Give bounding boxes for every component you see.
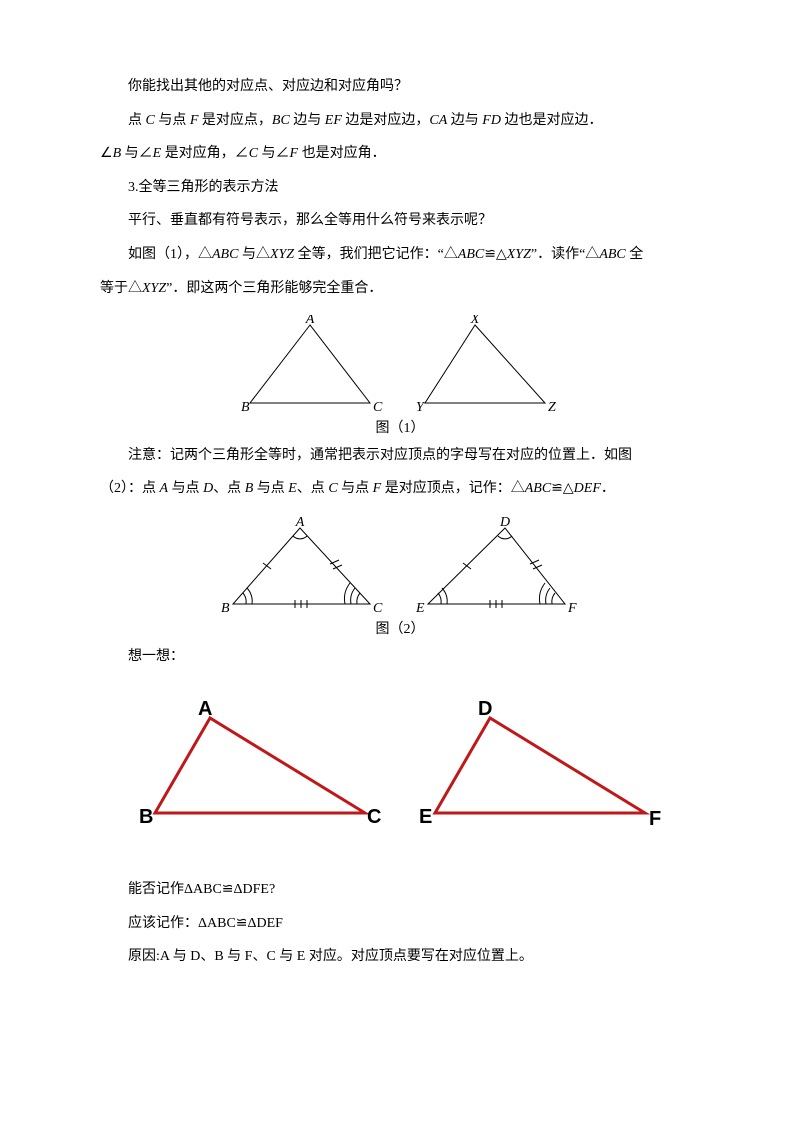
t: 等于△ bbox=[100, 281, 142, 296]
t: 与△ bbox=[238, 247, 270, 262]
paragraph-think: 想一想： bbox=[100, 640, 700, 674]
t: 边是对应边， bbox=[342, 113, 430, 128]
red-triangle-def-icon: D E F bbox=[415, 693, 665, 843]
t: 是对应角，∠ bbox=[161, 146, 249, 161]
paragraph-corr-angles: ∠B 与∠E 是对应角，∠C 与∠F 也是对应角． bbox=[100, 137, 700, 171]
t: B bbox=[113, 146, 122, 161]
t: 与点 bbox=[155, 113, 190, 128]
red-triangle-abc-icon: A B C bbox=[135, 693, 385, 843]
t: BC bbox=[272, 113, 290, 128]
triangle-def-marked-icon: D E F bbox=[410, 516, 585, 616]
t: C bbox=[249, 146, 258, 161]
paragraph-reason: 原因:A 与 D、B 与 F、C 与 E 对应。对应顶点要写在对应位置上。 bbox=[100, 940, 700, 974]
t: F bbox=[373, 481, 382, 496]
t: CA bbox=[429, 113, 447, 128]
t: ABC bbox=[599, 247, 625, 262]
t: 与点 bbox=[253, 481, 288, 496]
triangle-xyz-icon: X Y Z bbox=[410, 315, 565, 415]
t: ． bbox=[601, 481, 615, 496]
paragraph-note-a: 注意：记两个三角形全等时，通常把表示对应顶点的字母写在对应的位置上．如图 bbox=[100, 439, 700, 473]
t: EF bbox=[325, 113, 342, 128]
t: FD bbox=[482, 113, 501, 128]
t: 全 bbox=[626, 247, 644, 262]
heading-notation: 3.全等三角形的表示方法 bbox=[100, 171, 700, 205]
t: B bbox=[245, 481, 254, 496]
figure-2: A B C D E F bbox=[100, 516, 700, 616]
figure-1: A B C X Y Z bbox=[100, 315, 700, 415]
svg-text:E: E bbox=[419, 806, 432, 828]
t: 边与 bbox=[290, 113, 325, 128]
t: ”．即这两个三角形能够完全重合． bbox=[166, 281, 382, 296]
svg-text:E: E bbox=[415, 601, 425, 616]
paragraph-fig1-a: 如图（1），△ABC 与△XYZ 全等，我们把它记作：“△ABC≌△XYZ”．读… bbox=[100, 238, 700, 272]
figure-3: A B C D E F bbox=[100, 693, 700, 843]
t: A bbox=[160, 481, 169, 496]
t: D bbox=[203, 481, 213, 496]
svg-text:F: F bbox=[567, 601, 577, 616]
svg-text:F: F bbox=[649, 808, 661, 830]
paragraph-q: 你能找出其他的对应点、对应边和对应角吗？ bbox=[100, 70, 700, 104]
t: 与点 bbox=[168, 481, 203, 496]
t: 边也是对应边． bbox=[501, 113, 603, 128]
caption-fig1: 图（1） bbox=[100, 419, 700, 439]
t: 全等，我们把它记作：“△ bbox=[294, 247, 458, 262]
svg-text:B: B bbox=[139, 806, 153, 828]
t: ≌△ bbox=[484, 247, 507, 262]
svg-text:Y: Y bbox=[416, 400, 426, 415]
paragraph-symbol-q: 平行、垂直都有符号表示，那么全等用什么符号来表示呢？ bbox=[100, 204, 700, 238]
svg-text:D: D bbox=[499, 516, 510, 530]
paragraph-ans: 应该记作：ΔABC≌ΔDEF bbox=[100, 907, 700, 941]
svg-text:A: A bbox=[305, 315, 315, 327]
svg-text:B: B bbox=[221, 601, 230, 616]
t: XYZ bbox=[270, 247, 294, 262]
t: 是对应顶点，记作：△ bbox=[381, 481, 525, 496]
svg-text:Z: Z bbox=[548, 400, 556, 415]
paragraph-fig1-b: 等于△XYZ”．即这两个三角形能够完全重合． bbox=[100, 272, 700, 306]
svg-text:C: C bbox=[373, 400, 383, 415]
t: ”．读作“△ bbox=[531, 247, 599, 262]
t: ABC bbox=[525, 481, 551, 496]
t: F bbox=[290, 146, 299, 161]
caption-fig2: 图（2） bbox=[100, 620, 700, 640]
t: DEF bbox=[574, 481, 601, 496]
svg-text:B: B bbox=[241, 400, 250, 415]
t: 如图（1），△ bbox=[128, 247, 212, 262]
svg-text:C: C bbox=[367, 806, 381, 828]
t: C bbox=[146, 113, 155, 128]
svg-text:C: C bbox=[373, 601, 383, 616]
t: 、点 bbox=[213, 481, 245, 496]
paragraph-corr-points: 点 C 与点 F 是对应点，BC 边与 EF 边是对应边，CA 边与 FD 边也… bbox=[100, 104, 700, 138]
t: E bbox=[153, 146, 162, 161]
paragraph-note-b: （2）：点 A 与点 D、点 B 与点 E、点 C 与点 F 是对应顶点，记作：… bbox=[100, 472, 700, 506]
svg-text:D: D bbox=[478, 698, 492, 720]
t: ABC bbox=[212, 247, 238, 262]
t: （2）：点 bbox=[100, 481, 160, 496]
t: ABC bbox=[458, 247, 484, 262]
t: 、点 bbox=[297, 481, 329, 496]
t: 与∠ bbox=[258, 146, 290, 161]
triangle-abc-marked-icon: A B C bbox=[215, 516, 390, 616]
t: C bbox=[328, 481, 337, 496]
t: ∠ bbox=[100, 146, 113, 161]
page-content: 你能找出其他的对应点、对应边和对应角吗？ 点 C 与点 F 是对应点，BC 边与… bbox=[0, 0, 800, 1034]
t: E bbox=[288, 481, 297, 496]
triangle-abc-icon: A B C bbox=[235, 315, 390, 415]
svg-text:A: A bbox=[198, 698, 212, 720]
t: XYZ bbox=[507, 247, 531, 262]
t: 边与 bbox=[447, 113, 482, 128]
t: ≌△ bbox=[551, 481, 574, 496]
svg-text:A: A bbox=[295, 516, 305, 530]
t: 也是对应角． bbox=[298, 146, 386, 161]
t: 是对应点， bbox=[198, 113, 272, 128]
t: XYZ bbox=[142, 281, 166, 296]
t: 与∠ bbox=[121, 146, 153, 161]
paragraph-q2: 能否记作ΔABC≌ΔDFE? bbox=[100, 873, 700, 907]
svg-text:X: X bbox=[470, 315, 480, 327]
t: 点 bbox=[128, 113, 146, 128]
t: 与点 bbox=[338, 481, 373, 496]
